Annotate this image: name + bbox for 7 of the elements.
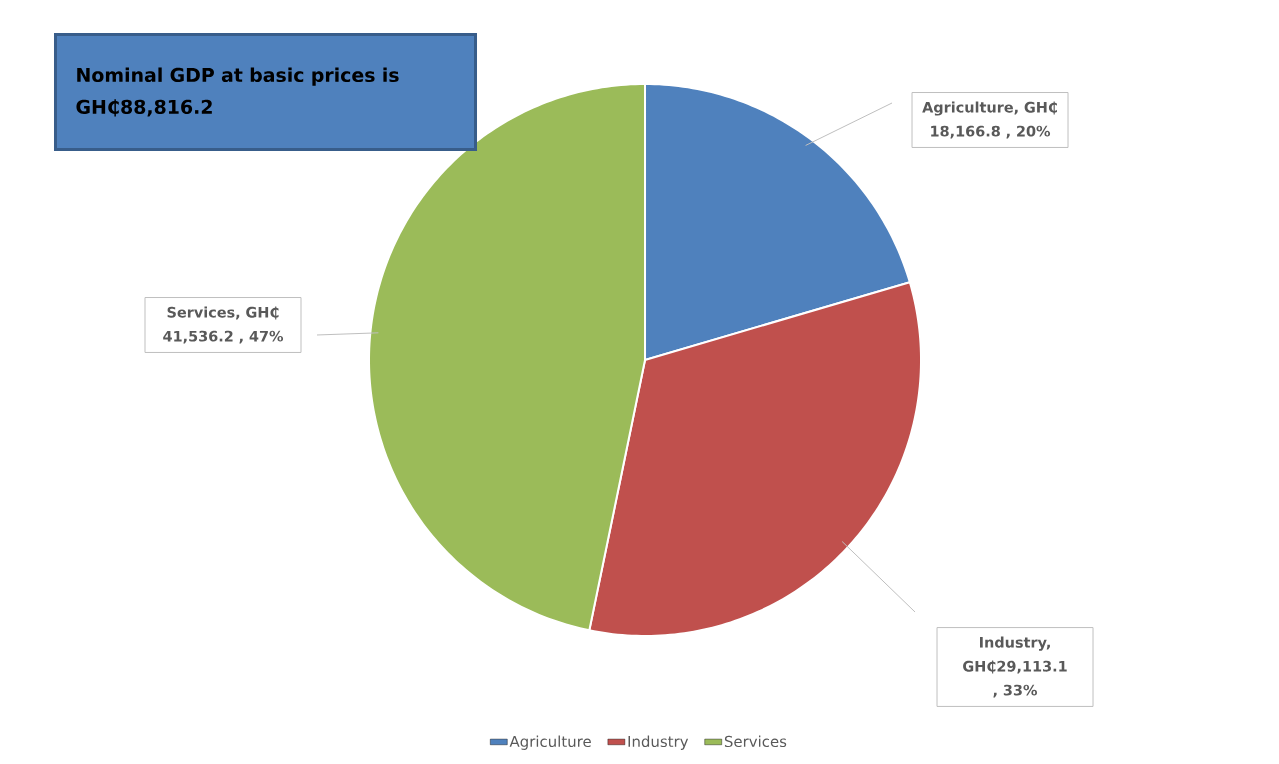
legend-label: Services xyxy=(724,735,787,748)
data-label: Services, GH₵ 41,536.2 , 47% xyxy=(163,306,284,344)
data-label: Agriculture, GH₵ 18,166.8 , 20% xyxy=(922,101,1057,139)
legend-label: Industry xyxy=(628,735,689,750)
data-label: Industry, GH₵29,113.1 , 33% xyxy=(963,636,1067,698)
legend-label: Agriculture xyxy=(509,735,591,750)
chart-title: Nominal GDP at basic prices is GH₵88,816.2 xyxy=(76,67,399,117)
